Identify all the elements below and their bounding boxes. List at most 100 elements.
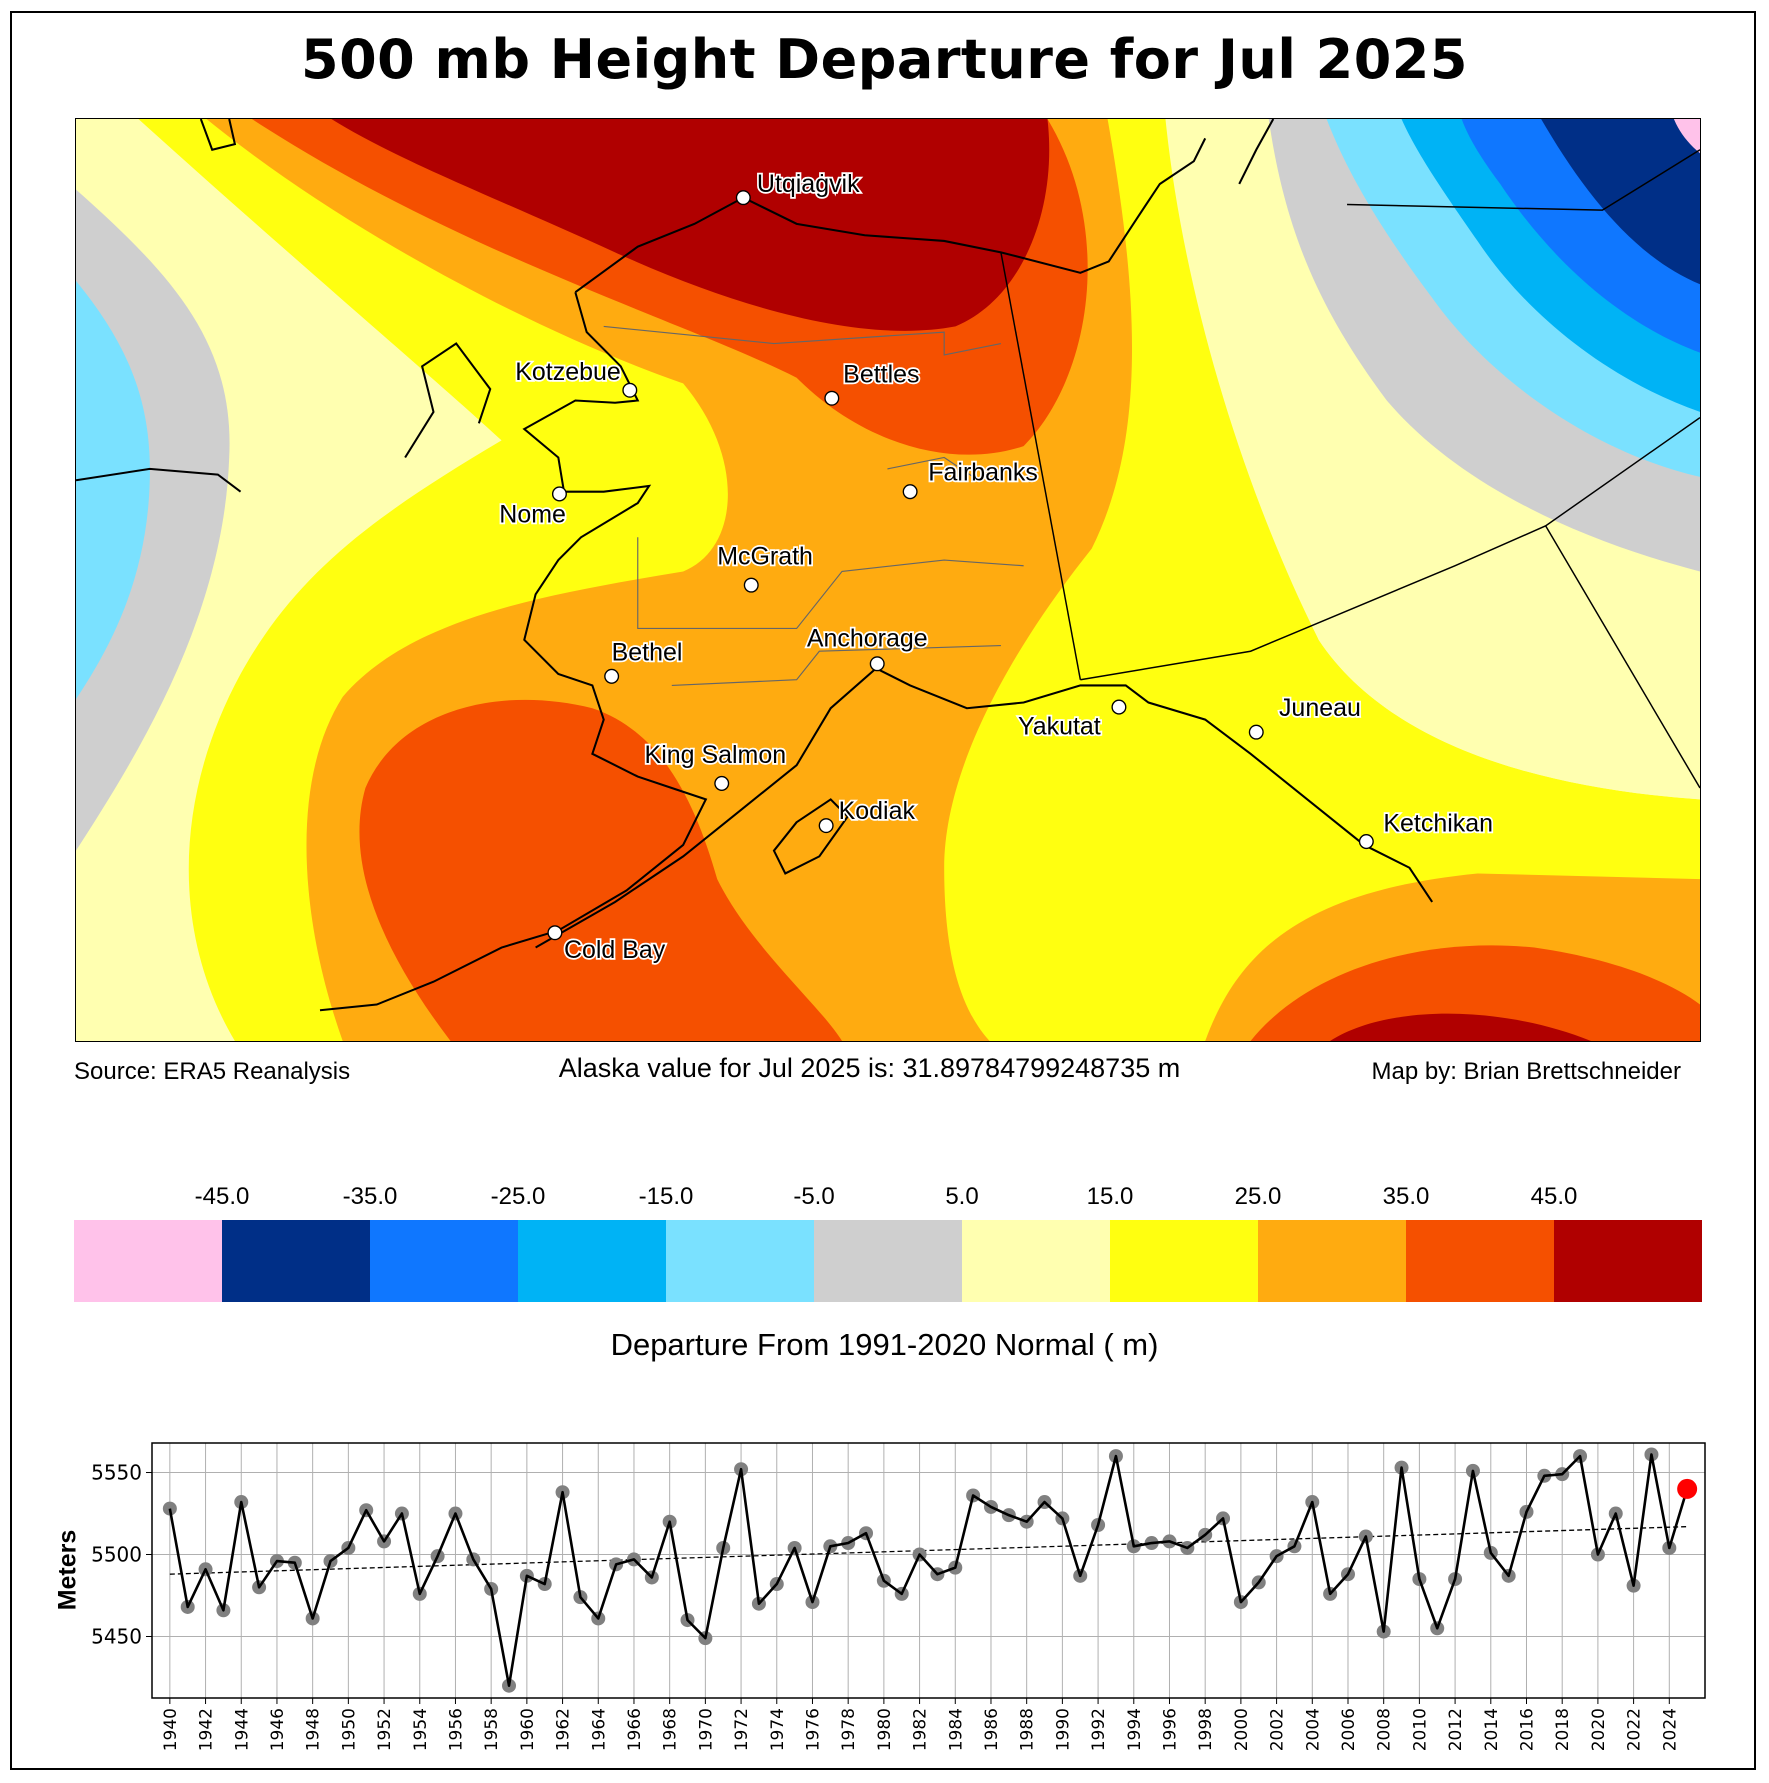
region-borders <box>603 325 1024 686</box>
svg-text:Bettles: Bettles <box>843 360 919 388</box>
x-tick-label: 1976 <box>803 1708 823 1751</box>
svg-text:Anchorage: Anchorage <box>807 625 928 653</box>
svg-text:Yakutat: Yakutat <box>1018 712 1101 740</box>
x-tick-label: 1998 <box>1196 1708 1216 1751</box>
colorbar-tick-label: -15.0 <box>638 1183 694 1210</box>
y-tick-label: 5550 <box>91 1461 142 1485</box>
x-tick-label: 1984 <box>946 1708 966 1751</box>
x-tick-label: 1944 <box>232 1708 252 1751</box>
colorbar-tick-label: 5.0 <box>945 1183 979 1210</box>
colorbar-tick-label: -35.0 <box>342 1183 398 1210</box>
city-bethel: Bethel <box>604 637 684 684</box>
colorbar-swatch <box>518 1220 666 1302</box>
x-tick-label: 1990 <box>1053 1708 1073 1751</box>
colorbar-tick-label: -5.0 <box>793 1183 835 1210</box>
highlight-point-2025 <box>1677 1478 1698 1499</box>
x-tick-label: 2000 <box>1232 1708 1252 1751</box>
departure-map: Utqiaġvik Kotzebue Bettles Fairbanks Nom… <box>75 118 1701 1042</box>
city-yakutat: Yakutat <box>1016 699 1127 742</box>
svg-text:Nome: Nome <box>499 500 566 528</box>
x-tick-label: 1966 <box>625 1708 645 1751</box>
city-utqiagvik: Utqiaġvik <box>735 168 862 206</box>
svg-text:Utqiaġvik: Utqiaġvik <box>757 170 860 198</box>
colorbar-tick-label: -45.0 <box>194 1183 250 1210</box>
x-tick-label: 1988 <box>1018 1708 1038 1751</box>
figure-frame <box>10 11 1756 1770</box>
y-tick-label: 5450 <box>91 1625 142 1649</box>
colorbar-swatch <box>962 1220 1110 1302</box>
x-tick-label: 2002 <box>1268 1708 1288 1751</box>
x-tick-label: 1974 <box>768 1708 788 1751</box>
city-king-salmon: King Salmon <box>643 739 788 791</box>
x-tick-label: 1960 <box>518 1708 538 1751</box>
svg-text:Ketchikan: Ketchikan <box>1383 809 1493 837</box>
x-tick-label: 2010 <box>1410 1708 1430 1751</box>
city-juneau: Juneau <box>1248 692 1363 740</box>
x-tick-label: 1948 <box>304 1708 324 1751</box>
colorbar-swatch <box>74 1220 222 1302</box>
city-ketchikan: Ketchikan <box>1358 808 1495 850</box>
city-kotzebue: Kotzebue <box>514 356 638 398</box>
colorbar-swatch <box>1554 1220 1702 1302</box>
x-tick-label: 2018 <box>1553 1708 1573 1751</box>
city-mcgrath: McGrath <box>715 541 815 593</box>
city-anchorage: Anchorage <box>805 623 929 672</box>
band-gt45-se <box>1330 1013 1592 1041</box>
x-tick-label: 1942 <box>197 1708 217 1751</box>
colorbar-tick-label: 15.0 <box>1086 1183 1134 1210</box>
page-title: 500 mb Height Departure for Jul 2025 <box>301 28 1468 91</box>
city-fairbanks: Fairbanks <box>902 457 1040 500</box>
colorbar-label: Departure From 1991-2020 Normal ( m) <box>610 1327 1159 1362</box>
city-cold-bay: Cold Bay <box>547 925 667 966</box>
svg-text:King Salmon: King Salmon <box>645 741 787 769</box>
series-line <box>168 1453 1689 1688</box>
city-bettles: Bettles <box>824 359 921 406</box>
x-tick-label: 1970 <box>696 1708 716 1751</box>
x-tick-label: 1978 <box>839 1708 859 1751</box>
x-tick-label: 1980 <box>875 1708 895 1751</box>
coastlines <box>76 119 1434 1012</box>
x-tick-label: 2014 <box>1482 1708 1502 1751</box>
x-tick-label: 2006 <box>1339 1708 1359 1751</box>
y-tick-label: 5500 <box>91 1543 142 1567</box>
x-tick-label: 2020 <box>1589 1708 1609 1751</box>
x-tick-label: 1950 <box>339 1708 359 1751</box>
city-markers: Utqiaġvik Kotzebue Bettles Fairbanks Nom… <box>498 168 1495 966</box>
trend-line <box>169 1525 1688 1575</box>
colorbar-swatch <box>1406 1220 1554 1302</box>
colorbar <box>74 1220 1702 1302</box>
svg-text:Cold Bay: Cold Bay <box>564 936 666 964</box>
svg-text:Kotzebue: Kotzebue <box>515 358 620 386</box>
x-tick-label: 1972 <box>732 1708 752 1751</box>
colorbar-tick-label: 25.0 <box>1234 1183 1282 1210</box>
x-tick-label: 2008 <box>1375 1708 1395 1751</box>
colorbar-swatch <box>666 1220 814 1302</box>
map-svg: Utqiaġvik Kotzebue Bettles Fairbanks Nom… <box>76 119 1700 1041</box>
colorbar-swatch <box>814 1220 962 1302</box>
x-tick-label: 1962 <box>554 1708 574 1751</box>
x-tick-label: 1940 <box>161 1708 181 1751</box>
x-tick-label: 2024 <box>1660 1708 1680 1751</box>
source-note: Source: ERA5 Reanalysis <box>74 1058 351 1085</box>
svg-text:Juneau: Juneau <box>1279 694 1361 722</box>
x-tick-label: 1964 <box>589 1708 609 1751</box>
x-tick-label: 1994 <box>1125 1708 1145 1751</box>
band-neg45-neg35 <box>1541 119 1700 285</box>
band-neg15-neg5-west <box>76 280 150 700</box>
alaska-value: Alaska value for Jul 2025 is: 31.8978479… <box>558 1053 1181 1083</box>
colorbar-tick-label: 35.0 <box>1382 1183 1430 1210</box>
x-tick-label: 1982 <box>911 1708 931 1751</box>
x-tick-label: 1992 <box>1089 1708 1109 1751</box>
svg-text:Kodiak: Kodiak <box>839 797 916 825</box>
x-tick-label: 1952 <box>375 1708 395 1751</box>
city-nome: Nome <box>498 486 568 530</box>
svg-text:Bethel: Bethel <box>612 638 683 666</box>
x-tick-label: 1996 <box>1160 1708 1180 1751</box>
x-tick-label: 1968 <box>661 1708 681 1751</box>
x-tick-label: 1986 <box>982 1708 1002 1751</box>
x-tick-label: 2022 <box>1625 1708 1645 1751</box>
band-lt-neg45 <box>1673 119 1700 154</box>
colorbar-swatch <box>1258 1220 1406 1302</box>
x-tick-label: 2016 <box>1517 1708 1537 1751</box>
